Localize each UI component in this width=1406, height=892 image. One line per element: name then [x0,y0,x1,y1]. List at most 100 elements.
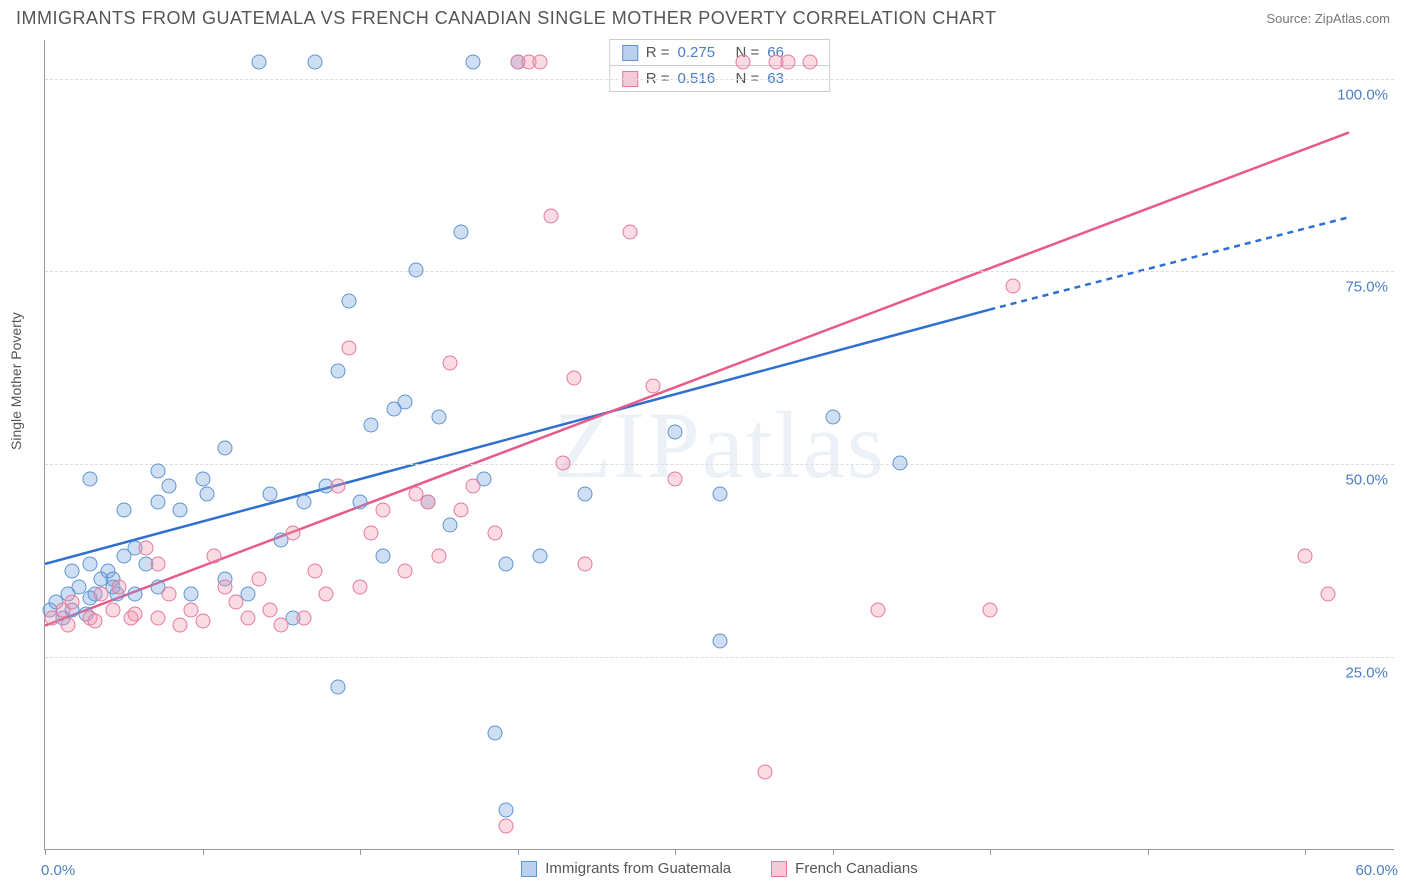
scatter-point-pink [578,556,593,571]
scatter-point-pink [150,556,165,571]
swatch-blue-icon [622,45,638,61]
swatch-blue-icon [521,861,537,877]
scatter-point-pink [330,479,345,494]
ytick-label: 75.0% [1345,279,1388,296]
scatter-point-pink [150,610,165,625]
r-label: R = [646,44,670,61]
stats-box: R = 0.275 N = 66 R = 0.516 N = 63 [609,40,831,92]
scatter-point-pink [1005,278,1020,293]
scatter-point-pink [758,764,773,779]
xtick [990,849,991,855]
legend-item-pink: French Canadians [771,860,918,877]
scatter-point-pink [218,579,233,594]
scatter-point-blue [173,502,188,517]
scatter-point-blue [128,587,143,602]
xtick [675,849,676,855]
scatter-point-pink [488,525,503,540]
ytick-label: 25.0% [1345,665,1388,682]
xtick [518,849,519,855]
scatter-point-pink [263,602,278,617]
scatter-point-blue [161,479,176,494]
scatter-point-blue [431,410,446,425]
scatter-point-pink [251,572,266,587]
scatter-point-blue [218,440,233,455]
xtick [833,849,834,855]
legend-item-blue: Immigrants from Guatemala [521,860,731,877]
scatter-point-blue [150,494,165,509]
scatter-point-blue [330,680,345,695]
scatter-point-blue [184,587,199,602]
legend-label-pink: French Canadians [795,860,918,877]
scatter-point-pink [319,587,334,602]
legend-label-blue: Immigrants from Guatemala [545,860,731,877]
scatter-point-blue [364,417,379,432]
scatter-point-pink [274,618,289,633]
xtick [45,849,46,855]
scatter-point-blue [150,464,165,479]
r-value-blue: 0.275 [678,44,728,61]
scatter-point-pink [296,610,311,625]
ytick-label: 100.0% [1337,86,1388,103]
scatter-point-pink [645,379,660,394]
scatter-point-pink [341,340,356,355]
scatter-point-blue [83,556,98,571]
scatter-point-blue [398,394,413,409]
scatter-point-pink [465,479,480,494]
scatter-point-pink [240,610,255,625]
scatter-point-blue [330,363,345,378]
scatter-point-pink [308,564,323,579]
scatter-point-blue [65,564,80,579]
watermark: ZIPatlas [553,390,886,500]
scatter-point-pink [60,618,75,633]
scatter-point-pink [173,618,188,633]
scatter-point-pink [983,602,998,617]
scatter-point-blue [668,425,683,440]
xtick [360,849,361,855]
scatter-point-pink [544,209,559,224]
scatter-point-blue [454,224,469,239]
scatter-point-blue [499,556,514,571]
xtick [1148,849,1149,855]
scatter-point-blue [409,263,424,278]
scatter-point-blue [713,487,728,502]
scatter-point-pink [375,502,390,517]
scatter-point-pink [566,371,581,386]
scatter-point-pink [364,525,379,540]
gridline [45,464,1394,465]
y-axis-label: Single Mother Poverty [8,312,24,450]
scatter-point-blue [251,55,266,70]
scatter-point-pink [803,55,818,70]
scatter-point-blue [465,55,480,70]
swatch-pink-icon [771,861,787,877]
gridline [45,79,1394,80]
stats-row-blue: R = 0.275 N = 66 [609,39,831,66]
scatter-point-blue [263,487,278,502]
scatter-point-blue [353,494,368,509]
scatter-point-blue [578,487,593,502]
gridline [45,271,1394,272]
scatter-point-pink [668,471,683,486]
scatter-point-pink [65,595,80,610]
trend-lines [45,40,1394,849]
scatter-point-pink [398,564,413,579]
xtick [203,849,204,855]
source-label: Source: ZipAtlas.com [1266,11,1390,26]
scatter-point-pink [195,614,210,629]
scatter-point-pink [735,55,750,70]
xtick-max: 60.0% [1355,862,1398,879]
scatter-point-pink [443,356,458,371]
scatter-point-pink [161,587,176,602]
scatter-point-blue [195,471,210,486]
scatter-point-blue [375,548,390,563]
scatter-point-pink [420,494,435,509]
scatter-point-pink [206,548,221,563]
scatter-point-pink [285,525,300,540]
scatter-point-blue [713,633,728,648]
scatter-point-pink [431,548,446,563]
scatter-point-pink [94,587,109,602]
scatter-point-blue [308,55,323,70]
scatter-point-pink [128,606,143,621]
scatter-point-pink [499,818,514,833]
xtick-min: 0.0% [41,862,75,879]
scatter-point-pink [353,579,368,594]
